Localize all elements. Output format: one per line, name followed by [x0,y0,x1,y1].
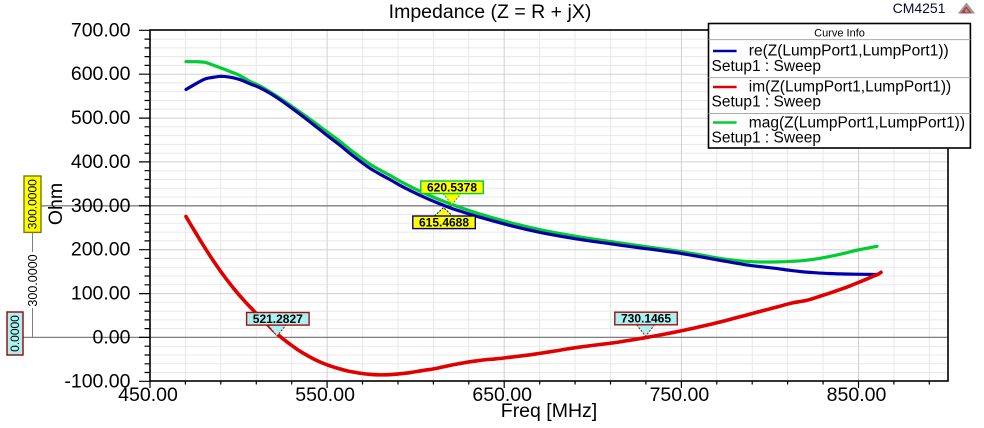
svg-text:0.0000: 0.0000 [8,315,22,352]
svg-text:Ohm: Ohm [45,183,67,225]
svg-text:mag(Z(LumpPort1,LumpPort1)): mag(Z(LumpPort1,LumpPort1)) [749,115,965,132]
svg-text:650.00: 650.00 [472,384,532,406]
svg-text:500.00: 500.00 [71,107,131,129]
svg-text:100.00: 100.00 [71,283,131,305]
svg-text:615.4688: 615.4688 [419,215,469,229]
svg-text:Setup1 : Sweep: Setup1 : Sweep [712,94,821,111]
svg-text:Freq [MHz]: Freq [MHz] [501,400,597,422]
svg-text:Setup1 : Sweep: Setup1 : Sweep [712,130,821,147]
svg-text:200.00: 200.00 [71,239,131,261]
svg-text:730.1465: 730.1465 [621,312,671,326]
svg-text:450.00: 450.00 [118,384,178,406]
svg-text:Setup1 : Sweep: Setup1 : Sweep [712,58,821,75]
svg-text:re(Z(LumpPort1,LumpPort1)): re(Z(LumpPort1,LumpPort1)) [749,43,949,60]
svg-text:600.00: 600.00 [71,63,131,85]
svg-text:0.00: 0.00 [93,326,131,348]
svg-text:620.5378: 620.5378 [427,180,477,194]
svg-text:300.0000: 300.0000 [26,254,40,306]
svg-text:im(Z(LumpPort1,LumpPort1)): im(Z(LumpPort1,LumpPort1)) [749,79,951,96]
svg-text:Curve Info: Curve Info [814,28,865,40]
svg-text:Impedance (Z = R + jX): Impedance (Z = R + jX) [389,1,592,23]
svg-text:-100.00: -100.00 [64,370,130,392]
svg-text:850.00: 850.00 [827,384,887,406]
svg-text:400.00: 400.00 [71,151,131,173]
svg-text:750.00: 750.00 [650,384,710,406]
svg-text:CM4251: CM4251 [893,0,946,16]
svg-text:700.00: 700.00 [71,19,131,41]
svg-text:550.00: 550.00 [295,384,355,406]
svg-text:300.00: 300.00 [71,195,131,217]
svg-text:521.2827: 521.2827 [253,312,303,326]
svg-text:300.0000: 300.0000 [26,179,40,229]
